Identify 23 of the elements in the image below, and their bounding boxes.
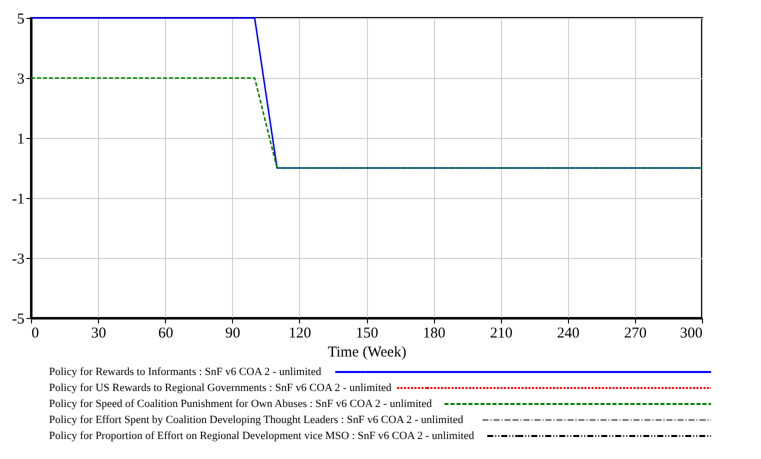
- x-tick-label: 210: [490, 326, 512, 342]
- x-tick-label: 0: [32, 326, 39, 342]
- x-tick-label: 90: [225, 326, 240, 342]
- y-tick-label: -1: [12, 192, 24, 208]
- y-tick-label: 1: [17, 132, 24, 148]
- y-tick-label: 5: [17, 12, 24, 28]
- x-tick-label: 60: [158, 326, 174, 342]
- legend-label: Policy for Speed of Coalition Punishment for Own Abuses : SnF v6 COA 2 - unlimited: [49, 398, 432, 410]
- legend-label: Policy for Proportion of Effort on Regional Development vice MSO : SnF v6 COA 2 - unlimited: [49, 430, 475, 442]
- y-tick-label: -5: [12, 312, 24, 328]
- legend-label: Policy for Effort Spent by Coalition Developing Thought Leaders : SnF v6 COA 2 - unlimited: [49, 414, 464, 426]
- x-tick-label: 300: [680, 326, 702, 342]
- y-tick-label: 3: [17, 72, 24, 88]
- x-tick-label: 180: [422, 326, 446, 342]
- x-tick-label: 240: [557, 326, 580, 342]
- x-axis-title: Time (Week): [328, 344, 406, 360]
- x-tick-label: 270: [624, 326, 647, 342]
- x-tick-label: 120: [288, 326, 312, 342]
- y-tick-label: -3: [12, 252, 24, 268]
- x-tick-label: 150: [356, 326, 378, 342]
- x-tick-label: 30: [91, 326, 106, 342]
- legend-label: Policy for Rewards to Informants : SnF v6 COA 2 - unlimited: [49, 366, 322, 378]
- legend-label: Policy for US Rewards to Regional Governments : SnF v6 COA 2 - unlimited: [49, 382, 392, 394]
